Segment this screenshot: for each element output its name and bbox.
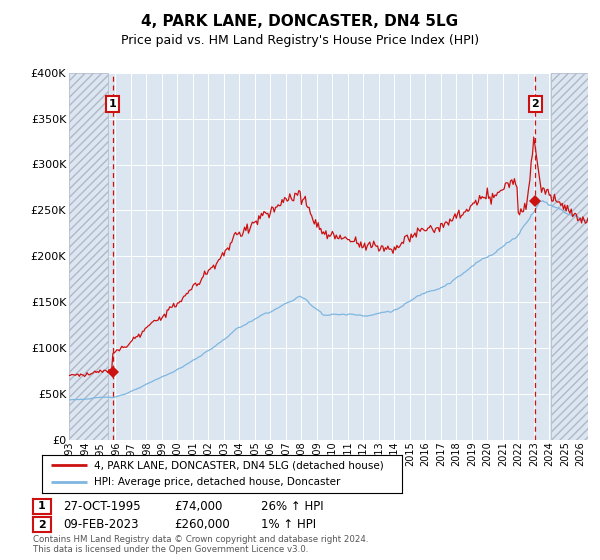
Text: Price paid vs. HM Land Registry's House Price Index (HPI): Price paid vs. HM Land Registry's House …	[121, 34, 479, 46]
Bar	[551, 73, 588, 440]
Text: 2: 2	[532, 99, 539, 109]
Bar	[551, 73, 588, 440]
Text: 1: 1	[109, 99, 116, 109]
Text: £260,000: £260,000	[174, 518, 230, 531]
Text: 09-FEB-2023: 09-FEB-2023	[63, 518, 139, 531]
Bar	[69, 73, 108, 440]
Bar	[69, 73, 108, 440]
Bar	[69, 73, 108, 440]
Text: 26% ↑ HPI: 26% ↑ HPI	[261, 500, 323, 513]
Text: 4, PARK LANE, DONCASTER, DN4 5LG (detached house): 4, PARK LANE, DONCASTER, DN4 5LG (detach…	[94, 460, 384, 470]
Text: 1% ↑ HPI: 1% ↑ HPI	[261, 518, 316, 531]
Text: HPI: Average price, detached house, Doncaster: HPI: Average price, detached house, Donc…	[94, 477, 341, 487]
Text: 4, PARK LANE, DONCASTER, DN4 5LG: 4, PARK LANE, DONCASTER, DN4 5LG	[142, 14, 458, 29]
Text: Contains HM Land Registry data © Crown copyright and database right 2024.
This d: Contains HM Land Registry data © Crown c…	[33, 535, 368, 554]
Text: £74,000: £74,000	[174, 500, 223, 513]
Text: 1: 1	[38, 501, 46, 511]
Text: 27-OCT-1995: 27-OCT-1995	[63, 500, 140, 513]
Text: 2: 2	[38, 520, 46, 530]
